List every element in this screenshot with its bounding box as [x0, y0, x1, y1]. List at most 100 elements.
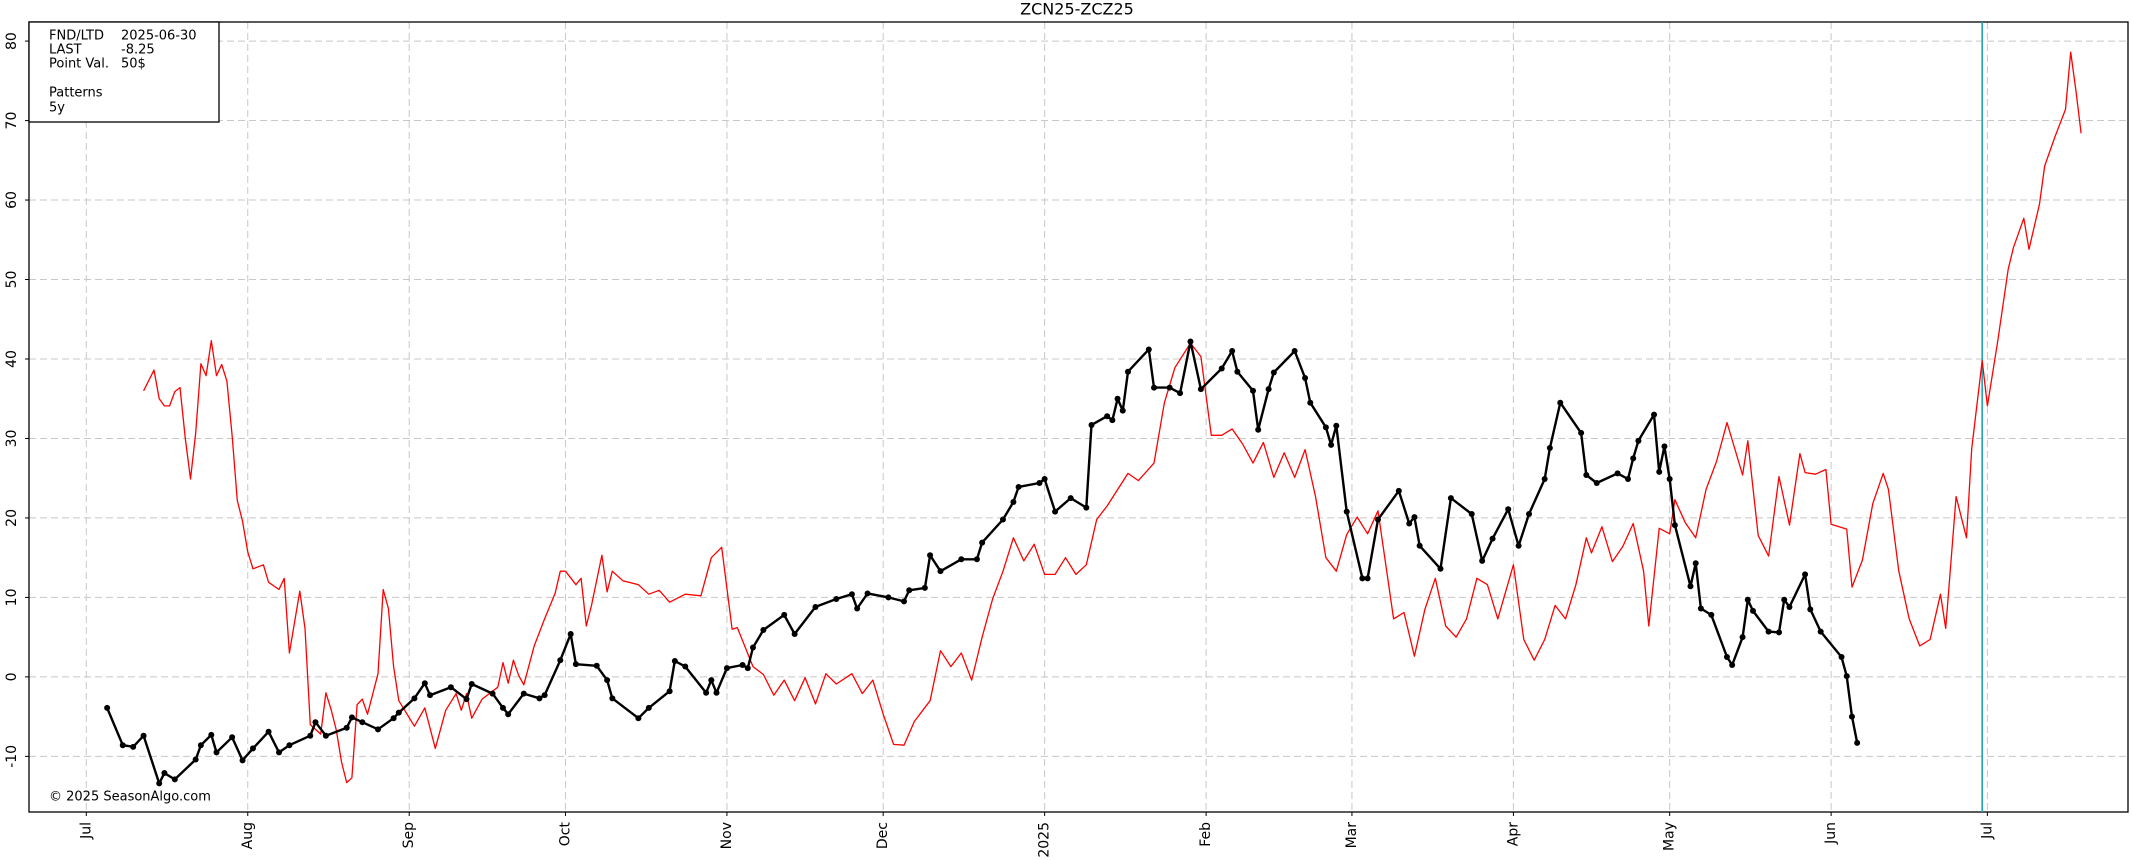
data-point	[1807, 606, 1814, 613]
data-point	[604, 677, 611, 684]
data-point	[666, 688, 673, 695]
data-point	[1015, 483, 1022, 490]
x-tick-label: Feb	[1198, 822, 1214, 847]
data-point	[119, 742, 126, 749]
data-point	[1515, 542, 1522, 549]
data-point	[213, 749, 220, 756]
legend-box	[28, 21, 220, 123]
data-point	[197, 742, 204, 749]
data-point	[1364, 575, 1371, 582]
data-point	[1593, 479, 1600, 486]
data-point	[1234, 368, 1241, 375]
data-point	[1765, 628, 1772, 635]
data-point	[1526, 510, 1533, 517]
data-point	[1041, 475, 1048, 482]
data-point	[713, 689, 720, 696]
data-point	[1505, 506, 1512, 513]
data-point	[1010, 499, 1017, 506]
data-point	[1697, 605, 1704, 612]
data-point	[937, 568, 944, 575]
data-point	[1729, 661, 1736, 668]
data-point	[708, 677, 715, 684]
data-point	[723, 665, 730, 672]
x-tick-label: Nov	[719, 822, 735, 849]
y-tick-label: 50	[4, 271, 20, 289]
data-point	[276, 749, 283, 756]
data-point	[1541, 475, 1548, 482]
data-point	[848, 591, 855, 598]
data-point	[927, 552, 934, 559]
x-tick-label: Jul	[78, 822, 94, 840]
data-point	[1624, 475, 1631, 482]
data-point	[536, 695, 543, 702]
data-point	[1395, 487, 1402, 494]
data-point	[1723, 654, 1730, 661]
data-point	[1744, 596, 1751, 603]
data-point	[156, 780, 163, 787]
y-tick-label: 70	[4, 112, 20, 130]
info-value: -8.25	[121, 43, 155, 58]
data-point	[1119, 407, 1126, 414]
data-point	[1229, 348, 1236, 355]
x-tick-label: Dec	[875, 822, 891, 849]
data-point	[749, 644, 756, 651]
data-point	[1359, 575, 1366, 582]
data-point	[1109, 417, 1116, 424]
data-point	[1635, 437, 1642, 444]
data-point	[1656, 468, 1663, 475]
data-point	[520, 690, 527, 697]
x-tick-label: Jun	[1823, 822, 1839, 845]
data-point	[1124, 368, 1131, 375]
info-value: 2025-06-30	[121, 29, 197, 44]
data-point	[1104, 413, 1111, 420]
data-point	[468, 681, 475, 688]
data-point	[1817, 628, 1824, 635]
data-point	[1651, 411, 1658, 418]
data-point	[854, 605, 861, 612]
data-point	[1749, 607, 1756, 614]
series-line	[143, 51, 2082, 784]
data-point	[833, 596, 840, 603]
x-tick-label: Sep	[401, 822, 417, 849]
legend-entry: 5y	[49, 101, 65, 116]
data-point	[1177, 390, 1184, 397]
y-tick-label: 10	[4, 588, 20, 606]
data-point	[1343, 508, 1350, 515]
series-line	[105, 340, 1859, 785]
x-tick-label: Aug	[240, 822, 256, 849]
data-point	[1843, 673, 1850, 680]
data-point	[885, 594, 892, 601]
data-point	[1848, 713, 1855, 720]
info-label: LAST	[49, 43, 82, 58]
x-tick-label: Apr	[1505, 822, 1521, 846]
data-point	[901, 598, 908, 605]
data-point	[973, 556, 980, 563]
data-point	[1838, 654, 1845, 661]
data-point	[1437, 565, 1444, 572]
data-point	[1406, 520, 1413, 527]
data-point	[1489, 535, 1496, 542]
data-point	[635, 715, 642, 722]
data-point	[567, 630, 574, 637]
data-point	[781, 611, 788, 618]
data-point	[812, 603, 819, 610]
data-point	[463, 696, 470, 703]
plot-frame	[28, 21, 2129, 813]
data-point	[645, 704, 652, 711]
x-tick-label: Jul	[1979, 822, 1995, 840]
data-point	[760, 626, 767, 633]
data-point	[1249, 387, 1256, 394]
data-point	[958, 556, 965, 563]
data-point	[609, 695, 616, 702]
x-tick-label: May	[1662, 822, 1678, 851]
data-point	[999, 516, 1006, 523]
data-point	[1614, 470, 1621, 477]
data-point	[208, 731, 215, 738]
data-point	[1708, 611, 1715, 618]
data-point	[1145, 346, 1152, 353]
data-point	[1218, 365, 1225, 372]
data-point	[229, 734, 236, 741]
data-point	[1114, 395, 1121, 402]
data-point	[1687, 583, 1694, 590]
